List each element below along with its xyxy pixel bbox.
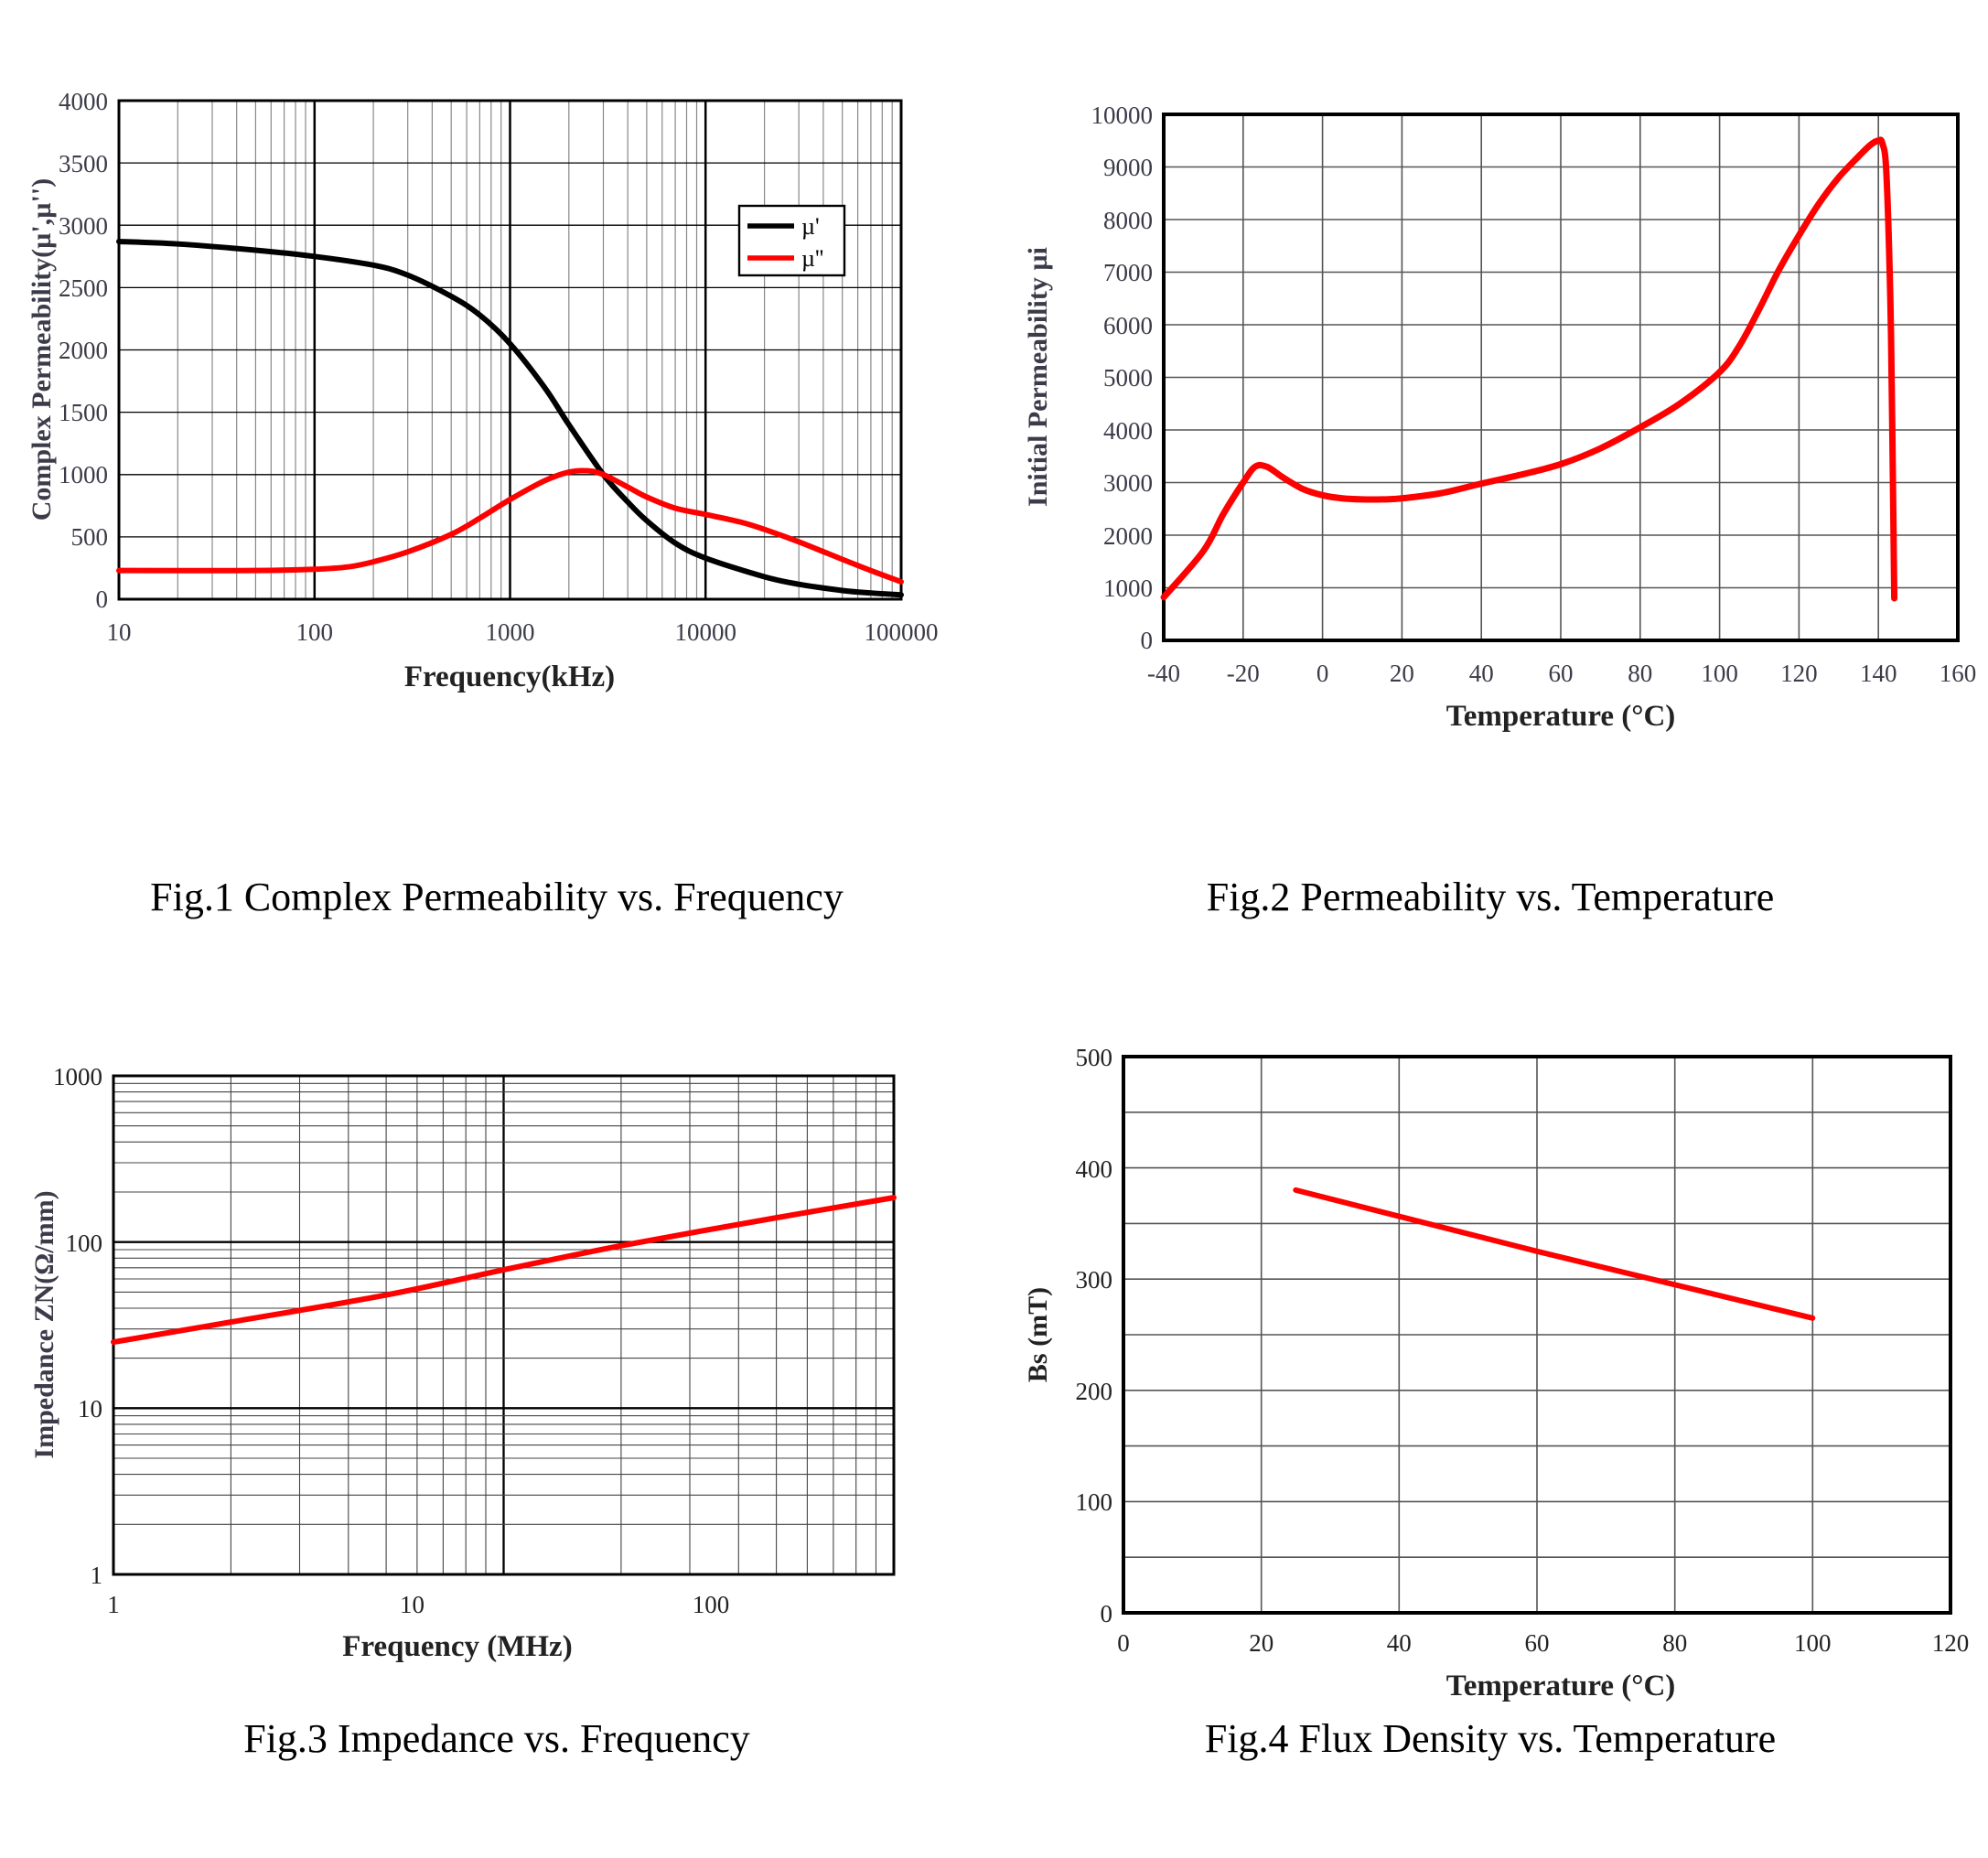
svg-text:0: 0 bbox=[1101, 1600, 1113, 1627]
svg-text:20: 20 bbox=[1390, 660, 1414, 687]
svg-text:1000: 1000 bbox=[486, 618, 535, 646]
svg-text:-40: -40 bbox=[1147, 660, 1180, 687]
svg-text:0: 0 bbox=[1316, 660, 1329, 687]
svg-text:9000: 9000 bbox=[1103, 154, 1153, 181]
svg-text:1000: 1000 bbox=[1103, 575, 1153, 602]
svg-text:Temperature (°C): Temperature (°C) bbox=[1446, 700, 1676, 733]
svg-text:1500: 1500 bbox=[59, 399, 108, 426]
svg-text:1: 1 bbox=[107, 1591, 120, 1618]
svg-text:100: 100 bbox=[1076, 1488, 1113, 1516]
svg-text:Impedance ZN(Ω/mm): Impedance ZN(Ω/mm) bbox=[29, 1190, 59, 1458]
svg-text:10000: 10000 bbox=[1091, 102, 1154, 129]
svg-text:140: 140 bbox=[1860, 660, 1897, 687]
svg-text:6000: 6000 bbox=[1103, 312, 1153, 339]
svg-text:500: 500 bbox=[1076, 1044, 1113, 1071]
svg-text:Frequency(kHz): Frequency(kHz) bbox=[404, 661, 615, 693]
svg-text:60: 60 bbox=[1525, 1629, 1550, 1657]
svg-text:1000: 1000 bbox=[59, 461, 108, 489]
svg-text:1000: 1000 bbox=[53, 1063, 102, 1090]
svg-text:2500: 2500 bbox=[59, 274, 108, 302]
svg-text:Bs (mT): Bs (mT) bbox=[1023, 1287, 1053, 1382]
svg-text:400: 400 bbox=[1076, 1155, 1113, 1183]
svg-text:Complex Permeability(µ',µ''): Complex Permeability(µ',µ'') bbox=[27, 178, 57, 521]
svg-text:10: 10 bbox=[107, 618, 132, 646]
svg-text:3500: 3500 bbox=[59, 150, 108, 177]
svg-text:5000: 5000 bbox=[1103, 364, 1153, 392]
svg-text:3000: 3000 bbox=[1103, 469, 1153, 497]
svg-text:3000: 3000 bbox=[59, 212, 108, 240]
svg-text:20: 20 bbox=[1249, 1629, 1273, 1657]
svg-text:40: 40 bbox=[1469, 660, 1494, 687]
svg-text:100: 100 bbox=[1701, 660, 1738, 687]
svg-text:100: 100 bbox=[693, 1591, 730, 1618]
svg-text:-20: -20 bbox=[1227, 660, 1260, 687]
svg-text:2000: 2000 bbox=[1103, 522, 1153, 550]
svg-text:120: 120 bbox=[1780, 660, 1818, 687]
svg-text:0: 0 bbox=[1141, 627, 1154, 654]
svg-text:60: 60 bbox=[1549, 660, 1574, 687]
svg-text:100: 100 bbox=[296, 618, 334, 646]
svg-text:100: 100 bbox=[66, 1230, 103, 1257]
svg-text:0: 0 bbox=[1117, 1629, 1130, 1657]
svg-text:4000: 4000 bbox=[1103, 417, 1153, 445]
svg-text:4000: 4000 bbox=[59, 88, 108, 115]
svg-text:10: 10 bbox=[400, 1591, 424, 1618]
svg-text:10000: 10000 bbox=[675, 618, 737, 646]
svg-text:80: 80 bbox=[1662, 1629, 1687, 1657]
svg-text:7000: 7000 bbox=[1103, 259, 1153, 286]
svg-text:2000: 2000 bbox=[59, 337, 108, 364]
svg-text:1: 1 bbox=[91, 1562, 103, 1589]
svg-text:40: 40 bbox=[1387, 1629, 1412, 1657]
svg-text:300: 300 bbox=[1076, 1266, 1113, 1294]
svg-text:µ'': µ'' bbox=[801, 245, 823, 272]
svg-text:100000: 100000 bbox=[865, 618, 939, 646]
svg-text:Frequency (MHz): Frequency (MHz) bbox=[342, 1630, 572, 1663]
svg-text:120: 120 bbox=[1932, 1629, 1970, 1657]
svg-text:Initial Permeability µi: Initial Permeability µi bbox=[1023, 247, 1053, 507]
svg-text:100: 100 bbox=[1794, 1629, 1832, 1657]
svg-text:8000: 8000 bbox=[1103, 207, 1153, 234]
svg-text:200: 200 bbox=[1076, 1378, 1113, 1405]
svg-text:80: 80 bbox=[1628, 660, 1652, 687]
svg-text:µ': µ' bbox=[801, 213, 820, 240]
svg-text:0: 0 bbox=[96, 585, 109, 613]
svg-text:500: 500 bbox=[71, 523, 109, 551]
svg-text:Temperature (°C): Temperature (°C) bbox=[1446, 1670, 1676, 1702]
svg-text:160: 160 bbox=[1940, 660, 1977, 687]
svg-text:10: 10 bbox=[78, 1395, 102, 1423]
